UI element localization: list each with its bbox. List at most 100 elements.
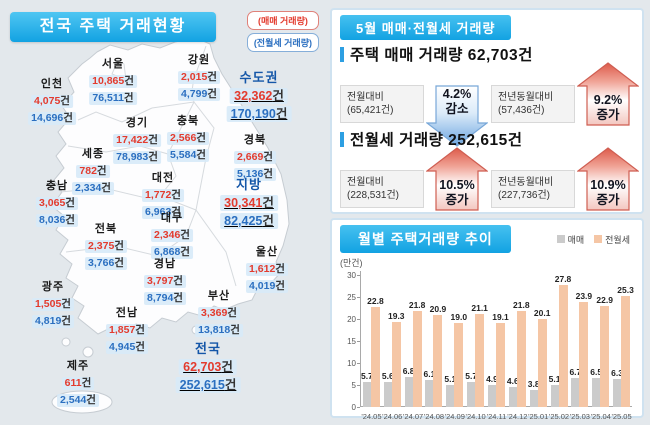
bar-group: 4.9 19.1: [486, 312, 509, 407]
region-name: 제주: [66, 360, 90, 372]
bar-value-label: 5.1: [548, 373, 561, 384]
region-sale-value: 782건: [76, 165, 110, 178]
map-aggregate: 전국 62,703건 252,615건: [175, 341, 241, 393]
map-region: 경북 2,669건 5,136건: [234, 134, 276, 181]
region-sale-value: 30,341건: [220, 195, 278, 211]
bar-group: 5.7 21.1: [465, 303, 488, 407]
map-region: 광주 1,505건 4,819건: [32, 281, 74, 328]
comparison: 전월대비 (228,531건) 10.5% 증가: [340, 147, 489, 211]
region-sale-line: 782건: [72, 163, 114, 178]
region-rent-value: 4,819건: [32, 315, 74, 328]
y-tick-mark: [357, 363, 360, 364]
region-rent-value: 4,945건: [106, 341, 148, 354]
y-tick-label: 0: [351, 402, 356, 412]
region-sale-value: 2,669건: [234, 151, 276, 164]
bar-전월세: 20.9: [430, 304, 446, 407]
x-axis-label: '25.04: [590, 412, 611, 421]
region-rent-line: 4,799건: [178, 86, 220, 101]
legend-swatch-icon: [556, 235, 565, 243]
bar-value-label: 5.1: [444, 373, 457, 384]
region-name: 대구: [160, 212, 184, 224]
bar-매매: 6.5: [590, 367, 602, 407]
region-rent-value: 82,425건: [220, 213, 278, 229]
x-axis-label: '25.03: [569, 412, 590, 421]
comparison-base-box: 전년동월대비 (57,436건): [491, 85, 575, 123]
region-sale-line: 611건: [57, 375, 99, 390]
region-rent-value: 5,584건: [167, 149, 209, 162]
region-sale-value: 1,857건: [106, 324, 148, 337]
bar-전월세: 21.1: [471, 303, 488, 407]
x-axis-label: '24.07: [403, 412, 424, 421]
region-rent-value: 170,190건: [226, 106, 292, 122]
comparison-up-arrow: 9.2% 증가: [576, 62, 640, 126]
bar-value-label: 21.8: [408, 300, 426, 311]
y-tick-label: 10: [347, 358, 356, 368]
region-sale-line: 2,375건: [85, 238, 127, 253]
region-name: 충북: [176, 115, 200, 127]
map-region: 전남 1,857건 4,945건: [106, 307, 148, 354]
comparison-base-box: 전년동월대비 (227,736건): [491, 170, 575, 208]
stats-card: 5월 매매·전월세 거래량 주택 매매 거래량 62,703건 전월대비 (65,4…: [330, 8, 644, 214]
x-axis-label: '24.11: [486, 412, 507, 421]
chart-unit-label: (만건): [340, 258, 363, 268]
map-region: 서울 10,865건 76,511건: [89, 58, 137, 105]
map-region: 경남 3,797건 8,794건: [144, 258, 186, 305]
bar-value-label: 21.8: [513, 300, 530, 311]
region-name: 수도권: [239, 70, 279, 85]
region-name: 세종: [81, 148, 105, 160]
comparison-change: 4.2% 감소: [426, 87, 488, 117]
y-tick-label: 20: [347, 314, 356, 324]
x-axis-label: '25.05: [611, 412, 632, 421]
region-rent-line: 8,036건: [36, 212, 78, 227]
comparison-base-box: 전월대비 (65,421건): [340, 85, 424, 123]
legend-item: 전월세: [594, 233, 630, 246]
y-tick-mark: [357, 407, 360, 408]
comparison-down-arrow: 4.2% 감소: [425, 85, 489, 147]
region-sale-value: 62,703건: [179, 359, 237, 375]
region-name: 경기: [125, 117, 149, 129]
map-region: 충북 2,566건 5,584건: [167, 115, 209, 162]
map-region: 제주 611건 2,544건: [57, 360, 99, 407]
map-legend: (매매 거래량) (전월세 거래량): [246, 11, 319, 52]
bar-value-label: 20.9: [429, 304, 447, 314]
map-panel: 전국 주택 거래현황 (매매 거래량) (전월세 거래량) 서울 10,865건 7…: [10, 11, 319, 414]
map-region: 강원 2,015건 4,799건: [178, 54, 220, 101]
comparison-label: 전월대비: [347, 177, 384, 188]
bar-value-label: 6.7: [569, 366, 582, 377]
x-axis-label: '25.02: [548, 412, 570, 421]
bar-매매: 6.3: [611, 368, 623, 407]
bar-value-label: 22.8: [367, 295, 384, 306]
map-region: 대전 1,772건 6,963건: [142, 172, 184, 219]
comparison-row: 전월대비 (65,421건) 4.2% 감소 전년동월대비 (57,436건) 9.2%…: [340, 62, 640, 147]
region-sale-line: 30,341건: [220, 195, 278, 211]
map-region: 경기 17,422건 78,983건: [113, 117, 161, 164]
region-rent-value: 4,019건: [246, 280, 288, 293]
map-aggregate: 수도권 32,362건 170,190건: [226, 70, 292, 122]
region-rent-line: 6,868건: [151, 244, 193, 259]
bar-value-label: 5.7: [361, 370, 373, 381]
region-rent-line: 78,983건: [113, 149, 161, 164]
region-rent-line: 82,425건: [220, 213, 278, 229]
section-title-tick: [340, 46, 344, 62]
bar-전월세: 19.1: [492, 312, 509, 407]
change-percent: 10.9%: [590, 178, 626, 192]
region-rent-line: 76,511건: [89, 90, 137, 105]
map-region: 전북 2,375건 3,766건: [85, 223, 127, 270]
comparison-change: 9.2% 증가: [577, 93, 639, 123]
bar-value-label: 23.9: [575, 290, 593, 301]
region-name: 전남: [115, 307, 139, 319]
region-rent-value: 2,544건: [57, 394, 99, 407]
region-sale-value: 2,346건: [151, 229, 193, 242]
bar-전월세: 27.8: [555, 274, 571, 407]
region-sale-line: 17,422건: [113, 132, 161, 147]
section-title-text: 전월세 거래량 252,615건: [350, 132, 523, 149]
region-rent-value: 5,136건: [234, 168, 276, 181]
region-rent-line: 5,136건: [234, 166, 276, 181]
bar-value-label: 21.1: [471, 303, 488, 314]
region-rent-value: 76,511건: [89, 92, 137, 105]
region-name: 인천: [40, 78, 64, 90]
up-arrow-icon: [425, 147, 489, 211]
region-sale-value: 2,015건: [178, 71, 220, 84]
region-sale-value: 3,065건: [36, 197, 78, 210]
region-sale-line: 2,566건: [167, 130, 209, 145]
